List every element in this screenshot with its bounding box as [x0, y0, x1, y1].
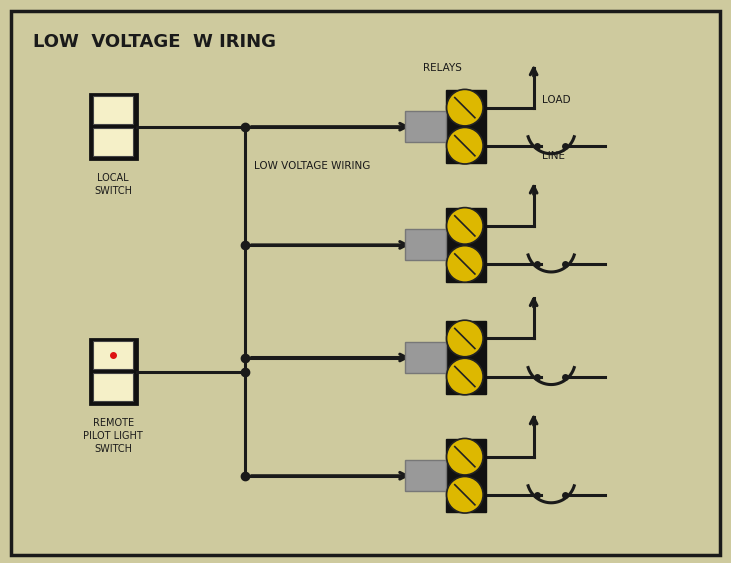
Text: LOW VOLTAGE WIRING: LOW VOLTAGE WIRING [254, 161, 370, 171]
Bar [94, 341, 133, 369]
Text: RELAYS: RELAYS [423, 63, 462, 73]
Ellipse shape [447, 439, 483, 475]
Bar [94, 96, 133, 124]
Bar [446, 439, 486, 512]
Text: LOAD: LOAD [542, 95, 571, 105]
Bar [446, 208, 486, 282]
Bar [89, 94, 137, 159]
Bar [89, 339, 137, 404]
Ellipse shape [447, 90, 483, 126]
Bar [94, 128, 133, 156]
Ellipse shape [447, 320, 483, 357]
Bar [405, 111, 446, 142]
Text: REMOTE
PILOT LIGHT
SWITCH: REMOTE PILOT LIGHT SWITCH [83, 418, 143, 454]
Ellipse shape [447, 127, 483, 164]
Text: LOW  VOLTAGE  W IRING: LOW VOLTAGE W IRING [33, 33, 276, 51]
Ellipse shape [447, 358, 483, 395]
Ellipse shape [447, 476, 483, 513]
Bar [94, 373, 133, 401]
Bar [405, 461, 446, 491]
Bar [446, 90, 486, 163]
Text: LOCAL
SWITCH: LOCAL SWITCH [94, 173, 132, 196]
Bar [405, 229, 446, 260]
Bar [405, 342, 446, 373]
Ellipse shape [447, 208, 483, 244]
Text: LINE: LINE [542, 151, 565, 162]
Bar [446, 321, 486, 394]
Ellipse shape [447, 245, 483, 282]
